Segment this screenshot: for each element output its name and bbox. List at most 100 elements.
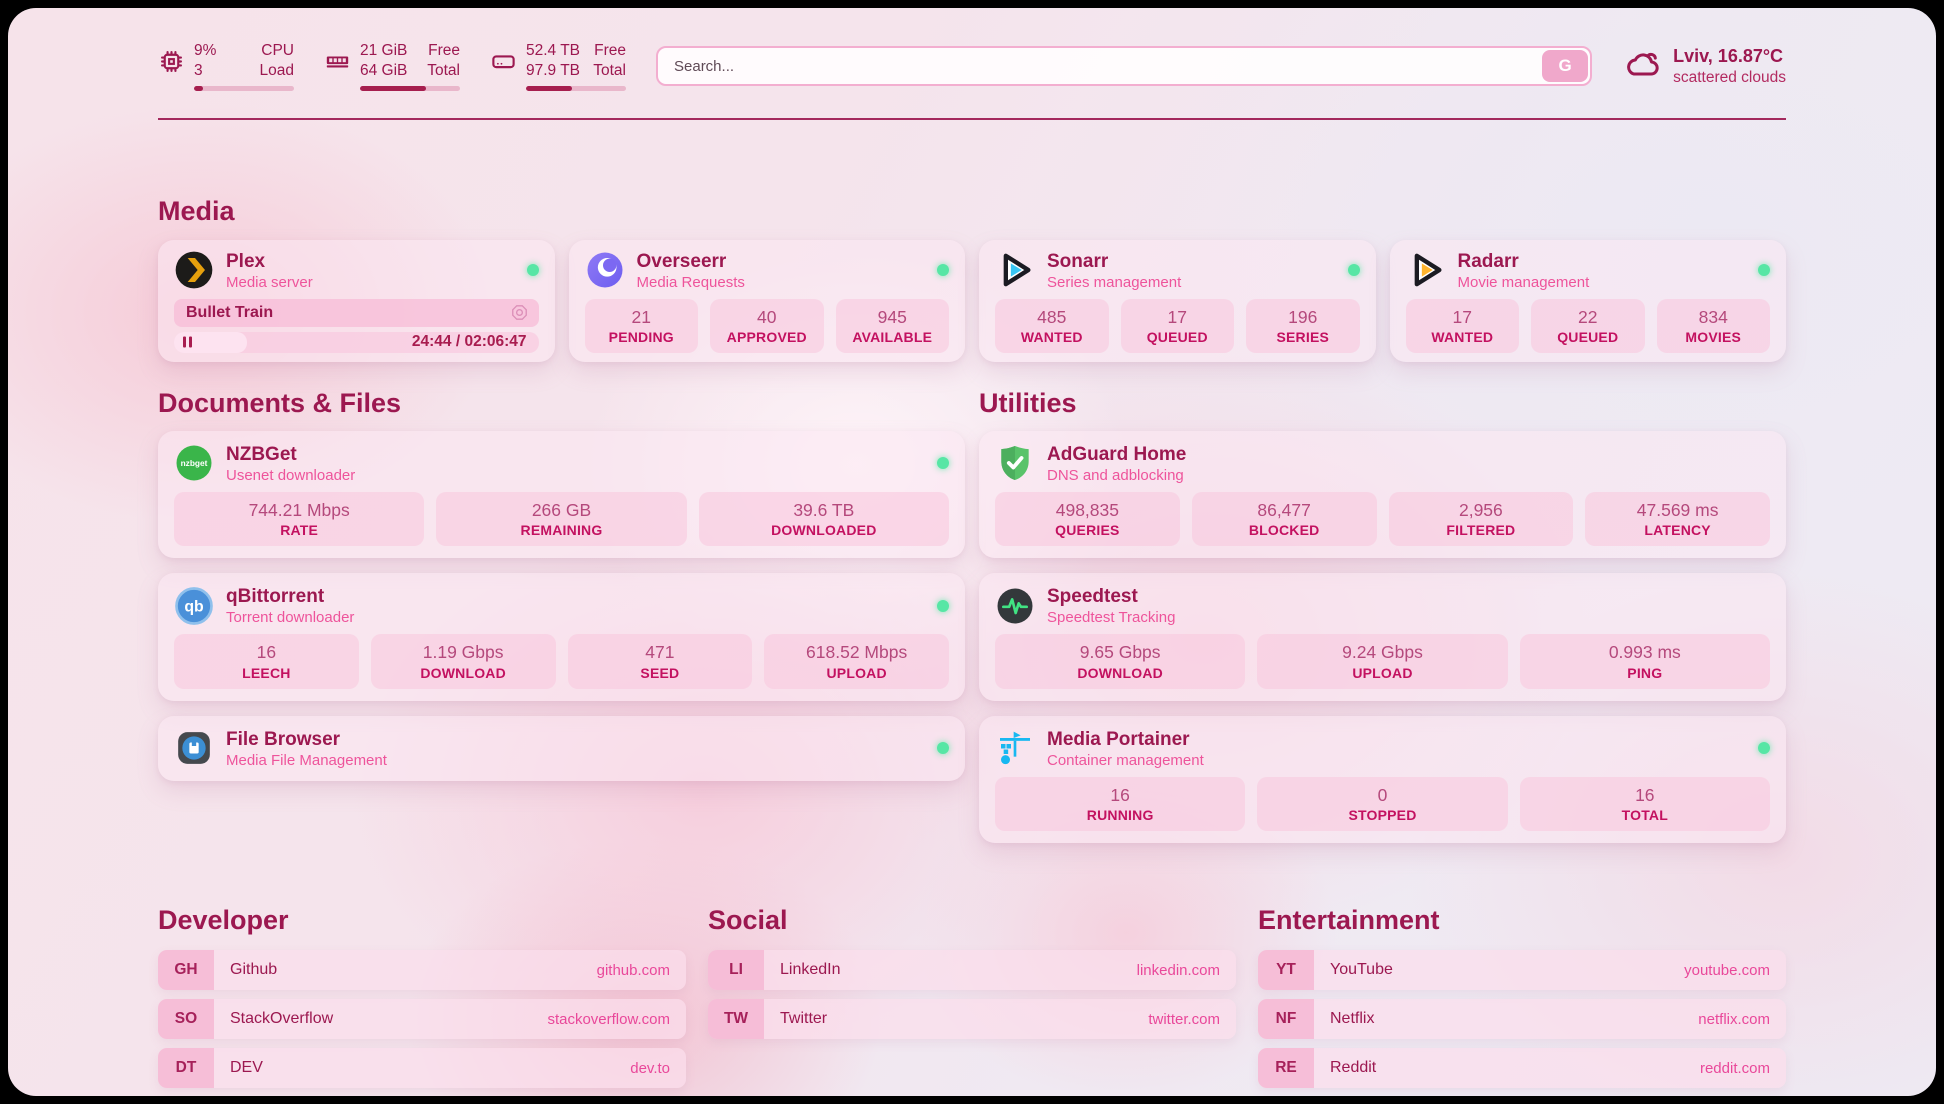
app-description: Speedtest Tracking — [1047, 609, 1176, 627]
weather-widget: Lviv, 16.87°C scattered clouds — [1622, 44, 1786, 89]
ram-progress-bar — [360, 86, 460, 92]
bookmark-twitter[interactable]: TW Twitter twitter.com — [708, 999, 1236, 1040]
cpu-label: CPU — [261, 41, 294, 59]
movie-icon — [511, 305, 527, 321]
bookmark-url: twitter.com — [1148, 1010, 1220, 1028]
plex-card[interactable]: Plex Media server Bullet Train 24:44 / 0 — [158, 240, 555, 362]
filebrowser-card[interactable]: File Browser Media File Management — [158, 715, 965, 781]
hard-drive-icon — [490, 48, 517, 75]
stat-upload: 9.24 Gbps UPLOAD — [1257, 634, 1508, 689]
bookmark-dev[interactable]: DT DEV dev.to — [158, 1048, 686, 1089]
speedtest-pulse-icon — [995, 586, 1035, 626]
cpu-progress-bar — [194, 86, 294, 92]
stat-wanted: 17 WANTED — [1405, 298, 1519, 354]
bookmark-netflix[interactable]: NF Netflix netflix.com — [1258, 999, 1786, 1040]
overseerr-icon — [585, 250, 625, 290]
app-name: NZBGet — [226, 444, 297, 465]
developer-section-title: Developer — [158, 905, 289, 936]
search-input[interactable] — [656, 46, 1593, 86]
qbittorrent-card[interactable]: qb qBittorrent Torrent downloader 16 LEEC… — [158, 573, 965, 701]
stat-upload: 618.52 Mbps UPLOAD — [764, 634, 949, 689]
bookmark-reddit[interactable]: RE Reddit reddit.com — [1258, 1048, 1786, 1089]
media-section-title: Media — [158, 196, 235, 226]
bookmark-name: DEV — [230, 1059, 263, 1077]
radarr-icon — [1406, 250, 1446, 290]
portainer-card[interactable]: Media Portainer Container management 16 R… — [979, 715, 1786, 844]
status-dot — [937, 264, 949, 277]
bookmark-url: netflix.com — [1698, 1010, 1770, 1028]
bookmark-abbr: RE — [1258, 1048, 1314, 1089]
bookmark-abbr: SO — [158, 999, 214, 1040]
pause-icon — [183, 336, 192, 348]
disk-widget: 52.4 TB Free 97.9 TB Total — [490, 41, 626, 92]
ram-free-label: Free — [428, 41, 460, 59]
now-playing-row: Bullet Train — [174, 298, 539, 327]
stat-ping: 0.993 ms PING — [1519, 634, 1770, 689]
cpu-widget: 9% CPU 3 Load — [158, 41, 294, 92]
app-name: Speedtest — [1047, 586, 1138, 608]
radarr-card[interactable]: Radarr Movie management 17 WANTED 22 QUEUE… — [1389, 240, 1786, 362]
app-name: Sonarr — [1047, 251, 1109, 272]
bookmark-url: linkedin.com — [1136, 961, 1220, 979]
social-section-title: Social — [708, 905, 788, 936]
bookmark-name: Netflix — [1330, 1010, 1375, 1028]
app-name: File Browser — [226, 728, 341, 750]
bookmark-url: stackoverflow.com — [547, 1010, 670, 1028]
utilities-section-title: Utilities — [979, 388, 1077, 418]
ram-total-value: 64 GiB — [360, 62, 408, 79]
bookmark-name: LinkedIn — [780, 961, 841, 979]
ram-total-label: Total — [427, 62, 460, 79]
bookmark-name: StackOverflow — [230, 1010, 334, 1028]
disk-progress-bar — [526, 86, 626, 92]
app-description: Media File Management — [226, 751, 387, 769]
stat-queued: 17 QUEUED — [1120, 298, 1234, 354]
bookmark-abbr: GH — [158, 950, 214, 991]
stat-stopped: 0 STOPPED — [1257, 776, 1508, 832]
disk-free-value: 52.4 TB — [526, 41, 581, 59]
stat-rate: 744.21 Mbps RATE — [174, 491, 425, 547]
dashboard-window: 9% CPU 3 Load 21 GiB — [8, 8, 1936, 1096]
stat-seed: 471 SEED — [567, 634, 753, 689]
search-engine-button[interactable]: G — [1542, 50, 1589, 82]
svg-text:qb: qb — [184, 598, 204, 615]
stat-series: 196 SERIES — [1246, 298, 1360, 354]
media-section: Media Plex Media server — [158, 196, 1786, 362]
bookmark-stackoverflow[interactable]: SO StackOverflow stackoverflow.com — [158, 999, 686, 1040]
bookmark-url: github.com — [596, 961, 670, 979]
cpu-load-value: 3 — [194, 62, 203, 79]
scattered-clouds-icon — [1622, 44, 1662, 89]
sonarr-card[interactable]: Sonarr Series management 485 WANTED 17 QUE… — [979, 240, 1376, 362]
bookmark-youtube[interactable]: YT YouTube youtube.com — [1258, 950, 1786, 991]
overseerr-card[interactable]: Overseerr Media Requests 21 PENDING 40 APP… — [568, 240, 965, 362]
stat-latency: 47.569 ms LATENCY — [1585, 491, 1770, 547]
nzbget-card[interactable]: nzbget NZBGet Usenet downloader 744.21 M… — [158, 431, 965, 559]
app-description: Torrent downloader — [226, 609, 355, 627]
svg-text:nzbget: nzbget — [181, 459, 208, 469]
social-section: Social LI LinkedIn linkedin.com TW Twitt… — [708, 905, 1236, 1096]
bookmark-name: Github — [230, 961, 278, 979]
bookmark-github[interactable]: GH Github github.com — [158, 950, 686, 991]
app-description: Container management — [1047, 751, 1204, 769]
entertainment-section: Entertainment YT YouTube youtube.com NF … — [1258, 905, 1786, 1096]
disk-total-label: Total — [593, 62, 626, 79]
cpu-chip-icon — [158, 48, 185, 75]
bookmark-abbr: DT — [158, 1048, 214, 1089]
stat-filtered: 2,956 FILTERED — [1388, 491, 1574, 547]
bookmark-url: dev.to — [630, 1059, 670, 1077]
nzbget-icon: nzbget — [174, 443, 214, 483]
bookmark-url: youtube.com — [1684, 961, 1770, 979]
speedtest-card[interactable]: Speedtest Speedtest Tracking 9.65 Gbps DO… — [979, 573, 1786, 701]
ram-icon — [324, 48, 351, 75]
bookmark-url: reddit.com — [1699, 1059, 1770, 1077]
ram-free-value: 21 GiB — [360, 41, 408, 59]
bookmark-linkedin[interactable]: LI LinkedIn linkedin.com — [708, 950, 1236, 991]
app-name: qBittorrent — [226, 586, 325, 608]
stat-queries: 498,835 QUERIES — [995, 491, 1180, 547]
filebrowser-icon — [174, 728, 214, 768]
media-grid: Plex Media server Bullet Train 24:44 / 0 — [158, 240, 1786, 362]
utilities-section: Utilities AdGuard Home DNS and adblockin… — [979, 388, 1786, 844]
app-description: Usenet downloader — [226, 466, 356, 484]
status-dot — [1758, 742, 1770, 755]
search-bar: G — [656, 46, 1593, 86]
adguard-card[interactable]: AdGuard Home DNS and adblocking 498,835 Q… — [979, 431, 1786, 559]
